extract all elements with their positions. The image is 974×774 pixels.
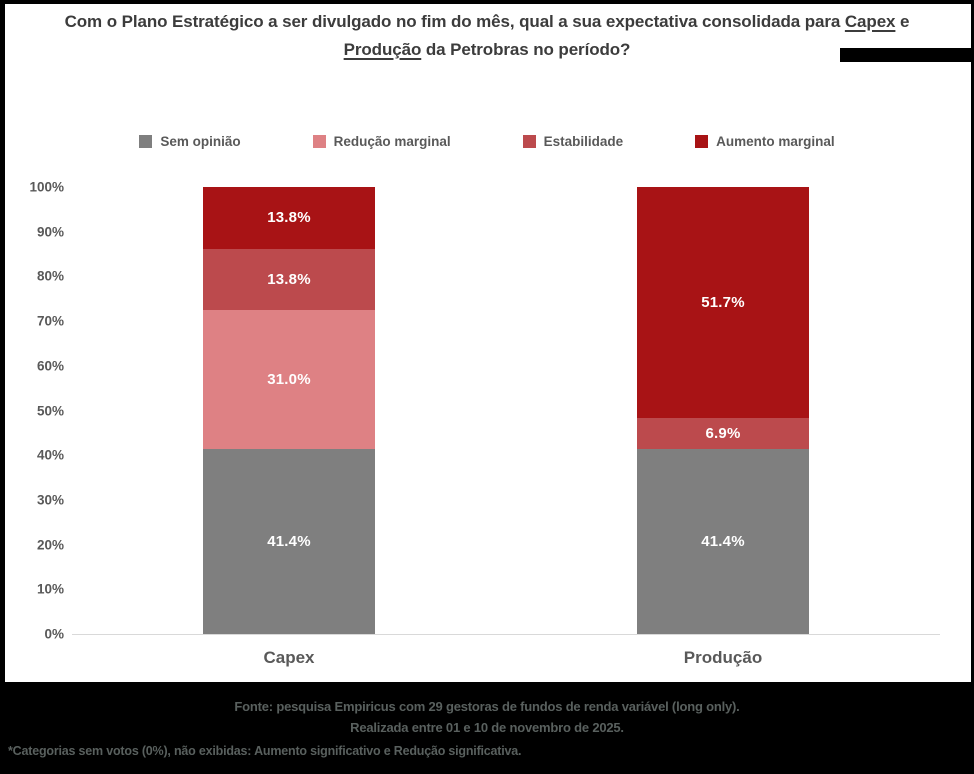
source-line-2: Realizada entre 01 e 10 de novembro de 2… <box>350 720 624 735</box>
data-label: 41.4% <box>701 532 745 550</box>
redaction-bar <box>840 48 974 62</box>
data-label: 13.8% <box>267 271 311 289</box>
y-tick-label: 80% <box>36 268 64 284</box>
legend-swatch-icon <box>139 135 153 148</box>
legend: Sem opinião Redução marginal Estabilidade A… <box>0 134 974 149</box>
y-tick-label: 100% <box>29 179 64 195</box>
bar-segment-producao-semopiniao: 41.4% <box>637 448 809 634</box>
footer: Fonte: pesquisa Empiricus com 29 gestora… <box>0 682 974 774</box>
bar-segment-producao-aumentomarginal: 51.7% <box>637 187 809 419</box>
data-label: 13.8% <box>267 209 311 227</box>
legend-swatch-icon <box>522 135 536 148</box>
bar-segment-capex-reducaomarginal: 31.0% <box>203 310 375 449</box>
legend-item-aumentomarginal: Aumento marginal <box>695 134 835 149</box>
data-label: 6.9% <box>705 425 741 443</box>
y-tick-label: 0% <box>44 626 64 642</box>
footnote: *Categorias sem votos (0%), não exibidas… <box>8 744 522 758</box>
bar-segment-capex-estabilidade: 13.8% <box>203 248 375 311</box>
x-axis: Capex Produção <box>72 648 940 674</box>
bar-segment-producao-estabilidade: 6.9% <box>637 418 809 449</box>
legend-item-estabilidade: Estabilidade <box>522 134 624 149</box>
frame-border-top <box>0 0 974 4</box>
x-category-label-producao: Produção <box>683 648 763 667</box>
y-tick-label: 10% <box>36 581 64 597</box>
y-tick-label: 30% <box>36 492 64 508</box>
frame-border-right <box>971 0 974 774</box>
y-axis: 0% 10% 20% 30% 40% 50% 60% 70% 80% 90% 100% <box>0 180 64 642</box>
legend-item-reducaomarginal: Redução marginal <box>312 134 451 149</box>
underlined-term: Capex <box>844 12 896 31</box>
y-tick-label: 90% <box>36 224 64 240</box>
y-tick-label: 70% <box>36 313 64 329</box>
legend-item-semopiniao: Sem opinião <box>139 134 241 149</box>
legend-label: Aumento marginal <box>716 134 835 149</box>
bar-segment-capex-aumentomarginal: 13.8% <box>203 187 375 249</box>
bar-segment-capex-semopiniao: 41.4% <box>203 448 375 634</box>
bar-capex: 41.4% 31.0% 13.8% 13.8% <box>203 187 375 634</box>
y-tick-label: 20% <box>36 537 64 553</box>
legend-swatch-icon <box>695 135 709 148</box>
chart-title: Com o Plano Estratégico a ser divulgado … <box>64 12 910 59</box>
data-label: 51.7% <box>701 294 745 312</box>
underlined-term: Produção <box>343 40 422 59</box>
data-label: 41.4% <box>267 532 311 550</box>
legend-label: Redução marginal <box>333 134 451 149</box>
y-tick-label: 60% <box>36 358 64 374</box>
x-category-label-capex: Capex <box>263 648 315 667</box>
legend-swatch-icon <box>312 135 326 148</box>
legend-label: Sem opinião <box>160 134 241 149</box>
y-tick-label: 50% <box>36 403 64 418</box>
bar-producao: 41.4% 6.9% 51.7% <box>637 187 809 634</box>
data-label: 31.0% <box>267 371 311 389</box>
plot-area: 41.4% 31.0% 13.8% 13.8% 41.4% 6.9% 51.7% <box>72 187 940 635</box>
legend-label: Estabilidade <box>543 134 624 149</box>
frame-border-left <box>0 0 5 774</box>
source-line-1: Fonte: pesquisa Empiricus com 29 gestora… <box>234 699 740 714</box>
y-tick-label: 40% <box>36 447 64 463</box>
